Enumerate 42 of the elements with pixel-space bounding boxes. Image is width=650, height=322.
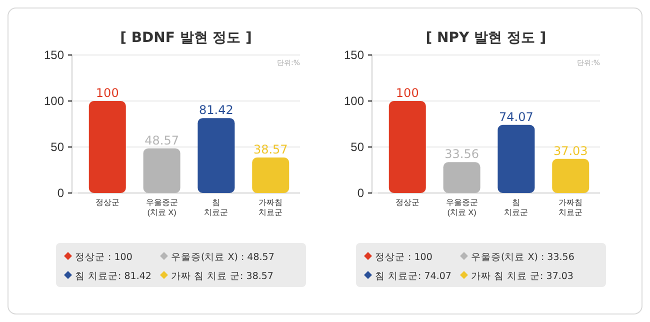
data-label: 100 [96,86,119,100]
bar [388,101,426,193]
text: 침 치료군: 74.07 [375,271,452,282]
x-tick-label: 침 치료군 [504,198,528,217]
x-tick-label: 우울증군 (치료 X) [446,198,478,217]
bar [443,162,480,193]
data-label: 81.42 [199,103,234,118]
x-tick-label: 가짜침 치료군 [258,198,283,217]
y-tick-label: 0 [357,186,364,200]
x-tick-label: 가짜침 치료군 [558,198,583,217]
x-tick-label: 침 치료군 [204,198,228,217]
data-label: 38.57 [253,142,288,157]
text: 우울증(치료 X) : 33.56 [471,252,574,263]
data-label: 33.56 [444,147,479,162]
bar [252,158,290,193]
text: 정상군 : 100 [375,252,432,263]
chart-title: [ BDNF 발현 정도 ] [120,30,252,46]
bar [552,158,590,193]
data-label: 48.57 [144,133,179,148]
text: 가짜 침 치료 군: 38.57 [171,271,274,282]
y-tick-label: 0 [57,186,64,200]
y-tick-label: 100 [44,94,64,108]
text: 침 치료군: 81.42 [75,271,152,282]
bar [88,101,126,193]
y-tick-label: 100 [344,94,364,108]
bar [498,124,535,193]
data-label: 74.07 [499,110,534,124]
bar [198,118,235,193]
y-tick-label: 150 [344,48,364,62]
y-tick-label: 150 [44,48,64,62]
text: 정상군 : 100 [75,252,132,263]
text: 가짜 침 치료 군: 37.03 [471,271,574,282]
data-label: 100 [396,86,419,100]
x-tick-label: 정상군 [95,198,120,207]
x-tick-label: 정상군 [395,198,420,207]
x-tick-label: 우울증군 (치료 X) [146,198,178,217]
chart-title: [ NPY 발현 정도 ] [426,30,546,46]
y-tick-label: 50 [50,140,64,154]
text: 우울증(치료 X) : 48.57 [171,252,274,263]
bar [143,148,180,193]
data-label: 37.03 [553,144,588,158]
y-tick-label: 50 [350,140,364,154]
